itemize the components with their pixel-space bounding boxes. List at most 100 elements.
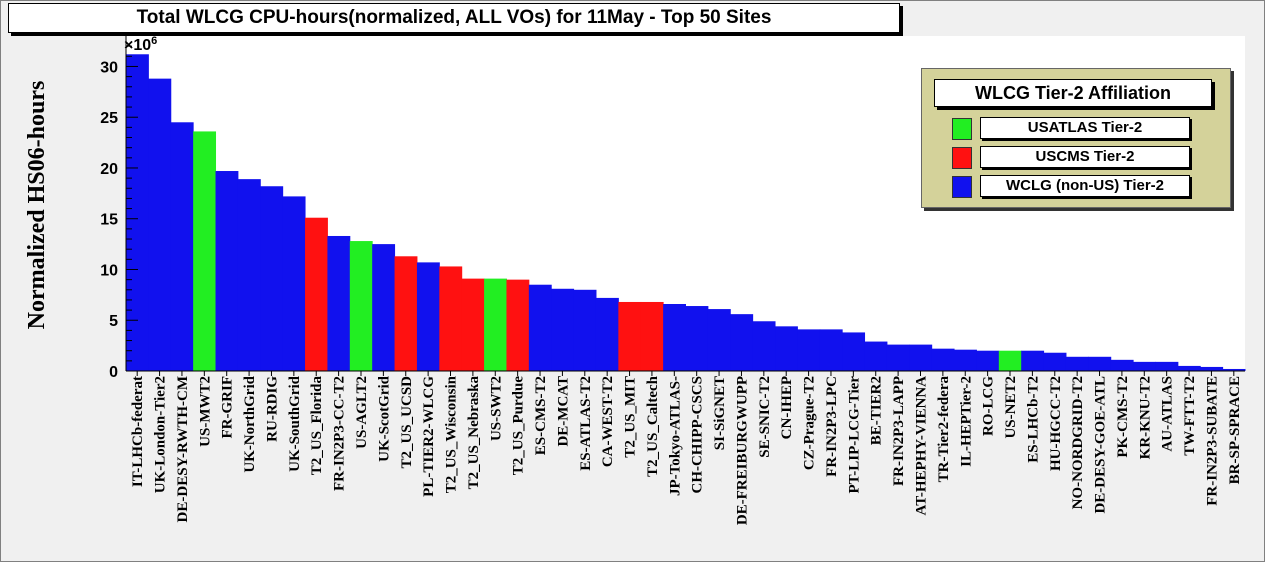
x-tick-label: PK-CMS-T2 — [1115, 376, 1131, 458]
x-tick-label: PT-LIP-LCG-Tier — [846, 376, 862, 494]
y-tick-label: 30 — [100, 59, 118, 76]
bar-de-desy-goe-atl — [1088, 356, 1112, 371]
bar-t2-us-nebraska — [461, 278, 485, 371]
x-tick-label: CH-CHIPP-CSCS — [690, 376, 706, 494]
bar-kr-knu-t2 — [1133, 361, 1156, 371]
x-tick-label: RU-RDIG — [264, 376, 280, 442]
x-tick-label: CN-IHEP — [779, 376, 795, 439]
bar-tr-tier2-federa — [931, 348, 955, 371]
bar-cz-prague-t2 — [797, 329, 821, 371]
bar-be-tier2 — [864, 341, 888, 371]
bar-at-hephy-vienna — [909, 344, 933, 371]
x-tick-label: FR-GRIF — [220, 376, 236, 439]
bar-fr-grif — [215, 171, 239, 371]
bar-t2-us-ucsd — [394, 256, 418, 371]
x-tick-label: FR-IN2P3-SUBATE — [1204, 376, 1220, 506]
y-tick-label: 0 — [109, 364, 118, 381]
x-tick-label: TW-FTT-T2 — [1182, 376, 1198, 456]
legend-label-uscms: USCMS Tier-2 — [980, 146, 1190, 168]
x-tick-label: BR-SP-SPRACE — [1227, 376, 1243, 484]
bar-uk-southgrid — [282, 196, 306, 371]
bar-il-heptier-2 — [954, 349, 977, 371]
bar-de-desy-rwth-cm — [170, 122, 194, 372]
bar-t2-us-florida — [305, 217, 328, 371]
x-tick-label: SI-SiGNET — [712, 376, 728, 450]
x-tick-label: NO-NORDGRID-T2 — [1070, 376, 1086, 509]
x-tick-label: SE-SNIC-T2 — [757, 376, 773, 458]
legend-title: WLCG Tier-2 Affiliation — [934, 79, 1212, 107]
x-tick-label: UK-London-Tier2 — [153, 376, 169, 493]
legend-label-wclg: WCLG (non-US) Tier-2 — [980, 175, 1190, 197]
y-tick-label: 10 — [100, 262, 118, 279]
x-tick-label: T2_US_UCSD — [399, 376, 415, 469]
bar-pt-lip-lcg-tier — [842, 332, 866, 371]
bars-group — [126, 54, 1246, 372]
x-tick-label: T2_US_Purdue — [511, 376, 527, 476]
bar-se-snic-t2 — [752, 321, 776, 371]
bar-si-signet — [707, 309, 731, 371]
bar-t2-us-wisconsin — [439, 266, 463, 371]
y-multiplier: ×106 — [124, 35, 157, 54]
bar-de-mcat — [551, 288, 575, 371]
x-tick-label: T2_US_Caltech — [645, 375, 661, 476]
y-tick-label: 15 — [100, 212, 118, 229]
bar-fr-in2p3-subate — [1200, 366, 1224, 371]
x-tick-label: AU-ATLAS — [1160, 376, 1176, 452]
legend-swatch-usatlas — [952, 118, 972, 140]
x-tick-label: ES-CMS-T2 — [533, 376, 549, 455]
bar-ru-rdig — [260, 186, 284, 371]
x-tick-label: US-SWT2 — [488, 376, 504, 441]
bar-uk-northgrid — [237, 179, 261, 371]
bar-t2-us-mit — [618, 301, 642, 371]
bar-us-swt2 — [484, 278, 507, 371]
x-tick-label: T2_US_MIT — [623, 376, 639, 458]
bar-ca-west-t2 — [595, 297, 619, 371]
x-tick-label: T2_US_Wisconsin — [444, 375, 460, 493]
bar-pk-cms-t2 — [1110, 359, 1134, 371]
bar-us-net2 — [998, 350, 1022, 371]
x-tick-label: UK-ScotGrid — [376, 375, 392, 461]
legend-entry-uscms: USCMS Tier-2 — [952, 146, 1192, 169]
x-tick-label: KR-KNU-T2 — [1137, 376, 1153, 459]
bar-t2-us-caltech — [640, 301, 664, 371]
chart-title: Total WLCG CPU-hours(normalized, ALL VOs… — [8, 3, 900, 33]
bar-tw-ftt-t2 — [1177, 365, 1201, 371]
x-tick-label: US-MWT2 — [197, 376, 213, 447]
x-tick-label: PL-TIER2-WLCG — [421, 376, 437, 497]
legend-swatch-uscms — [952, 147, 972, 169]
bar-jp-tokyo-atlas- — [663, 304, 686, 371]
x-tick-label: HU-HGCC-T2 — [1048, 376, 1064, 471]
bar-fr-in2p3-lpc — [819, 329, 843, 371]
bar-es-atlas-t2 — [573, 289, 597, 371]
x-tick-label: T2_US_Florida — [309, 376, 325, 476]
bar-ro-lcg — [976, 350, 1000, 371]
x-tick-label: RO-LCG — [981, 376, 997, 436]
y-tick-label: 25 — [100, 110, 118, 127]
x-tick-label: JP-Tokyo-ATLAS- — [667, 376, 683, 496]
bar-fr-in2p3-lapp — [886, 344, 910, 371]
legend-label-usatlas: USATLAS Tier-2 — [980, 117, 1190, 139]
y-ticks-group: 0 5 10 15 20 25 30 — [100, 45, 138, 381]
x-tick-label: BE-TIER2 — [869, 376, 885, 445]
legend-entry-usatlas: USATLAS Tier-2 — [952, 117, 1192, 140]
bar-it-lhcb-federat — [126, 54, 149, 371]
x-tick-label: T2_US_Nebraska — [466, 376, 482, 490]
x-tick-label: US-NET2 — [1003, 376, 1019, 439]
y-tick-label: 20 — [100, 161, 118, 178]
bar-cn-ihep — [775, 326, 798, 371]
x-tick-label: FR-IN2P3-LAPP — [891, 376, 907, 486]
legend-entry-wclg: WCLG (non-US) Tier-2 — [952, 175, 1192, 198]
bar-uk-london-tier2 — [148, 78, 172, 372]
bar-us-aglt2 — [349, 241, 373, 371]
x-tick-label: ES-ATLAS-T2 — [578, 376, 594, 471]
x-tick-label: FR-IN2P3-CC-T2 — [332, 376, 348, 491]
x-tick-label: DE-FREIBURGWUPP — [734, 376, 750, 525]
bar-t2-us-purdue — [506, 279, 530, 371]
bar-no-nordgrid-t2 — [1065, 356, 1089, 371]
x-tick-label: CZ-Prague-T2 — [802, 376, 818, 470]
legend-swatch-wclg — [952, 176, 972, 198]
x-tick-label: UK-SouthGrid — [287, 375, 303, 472]
x-tick-label: IL-HEPTier-2 — [958, 376, 974, 467]
bar-es-cms-t2 — [528, 284, 552, 371]
x-tick-label: FR-IN2P3-LPC — [824, 376, 840, 477]
